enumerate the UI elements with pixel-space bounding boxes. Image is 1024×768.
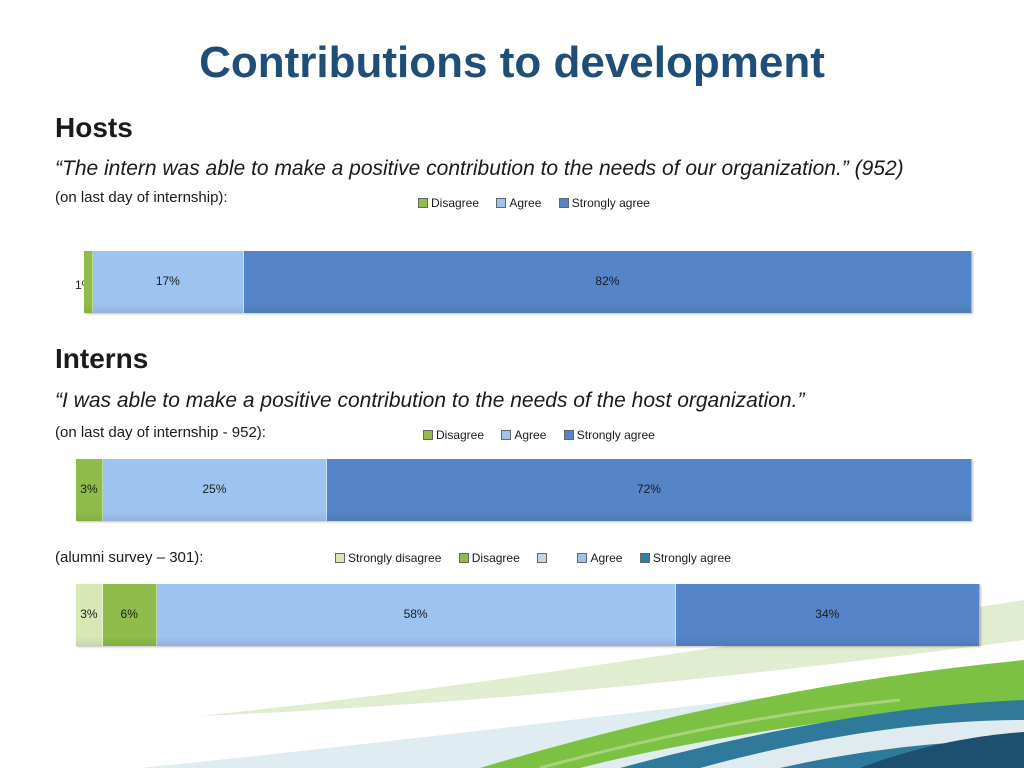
legend-label: Disagree [431, 196, 480, 210]
legend-swatch [558, 198, 569, 208]
hosts-legend: Disagree Agree Strongly agree [418, 196, 664, 211]
legend-label: Disagree [471, 551, 520, 565]
bar-segment-disagree [84, 251, 93, 313]
interns-heading: Interns [55, 343, 149, 374]
legend-item-agree: Agree [501, 428, 546, 442]
legend-swatch [423, 430, 433, 440]
data-label: 3% [80, 482, 98, 496]
legend-item-disagree: Disagree [418, 196, 479, 210]
data-label: 58% [403, 607, 428, 621]
data-label: 82% [595, 274, 620, 288]
legend-item-disagree: Disagree [423, 428, 484, 442]
hosts-quote: “The intern was able to make a positive … [55, 157, 904, 180]
legend-swatch [639, 553, 650, 563]
legend-item-blank [537, 553, 550, 563]
legend-item-strongly-disagree: Strongly disagree [335, 551, 441, 565]
bar-segment-disagree: 3% [76, 459, 103, 521]
bar-segment-disagree: 6% [102, 584, 157, 646]
interns-alumni-stacked-bar: 3% 6% 58% 34% [76, 584, 980, 646]
legend-swatch [496, 198, 507, 208]
hosts-stacked-bar: 17% 82% [84, 251, 972, 313]
legend-swatch [335, 553, 345, 563]
interns-last-day-stacked-bar: 3% 25% 72% [76, 459, 972, 521]
data-label: 72% [636, 482, 661, 496]
legend-swatch [577, 553, 588, 563]
legend-label: Agree [514, 428, 547, 442]
legend-label: Agree [509, 196, 542, 210]
legend-swatch [537, 553, 548, 563]
legend-item-agree: Agree [577, 551, 622, 565]
interns-note-alumni: (alumni survey – 301): [55, 549, 204, 566]
interns-legend-alumni: Strongly disagree Disagree Agree Strongl… [335, 551, 745, 566]
legend-label: Strongly disagree [348, 551, 442, 565]
data-label: 25% [202, 482, 227, 496]
bar-segment-strongly-agree: 72% [326, 459, 972, 521]
legend-swatch [501, 430, 512, 440]
legend-label: Strongly agree [652, 551, 731, 565]
legend-item-strongly-agree: Strongly agree [639, 551, 731, 565]
legend-item-agree: Agree [496, 196, 541, 210]
hosts-heading: Hosts [55, 112, 133, 143]
bar-segment-strongly-agree: 34% [675, 584, 980, 646]
legend-item-strongly-agree: Strongly agree [558, 196, 650, 210]
legend-swatch [563, 430, 574, 440]
data-label: 6% [120, 607, 138, 621]
interns-legend-last-day: Disagree Agree Strongly agree [423, 428, 669, 443]
page-title: Contributions to development [199, 38, 825, 87]
legend-item-disagree: Disagree [458, 551, 520, 565]
bar-segment-strongly-disagree: 3% [76, 584, 103, 646]
bar-segment-agree: 25% [102, 459, 327, 521]
legend-item-strongly-agree: Strongly agree [563, 428, 655, 442]
interns-quote: “I was able to make a positive contribut… [55, 389, 805, 412]
legend-swatch [418, 198, 428, 208]
hosts-note: (on last day of internship): [55, 189, 228, 206]
legend-label: Agree [590, 551, 623, 565]
legend-label: Strongly agree [576, 428, 655, 442]
interns-note-last-day: (on last day of internship - 952): [55, 424, 266, 441]
data-label: 17% [155, 274, 180, 288]
legend-label: Disagree [436, 428, 485, 442]
legend-swatch [458, 553, 469, 563]
legend-label: Strongly agree [571, 196, 650, 210]
data-label: 34% [815, 607, 840, 621]
bar-segment-agree: 58% [156, 584, 676, 646]
bar-segment-strongly-agree: 82% [243, 251, 972, 313]
data-label: 3% [80, 607, 98, 621]
bar-segment-agree: 17% [92, 251, 244, 313]
